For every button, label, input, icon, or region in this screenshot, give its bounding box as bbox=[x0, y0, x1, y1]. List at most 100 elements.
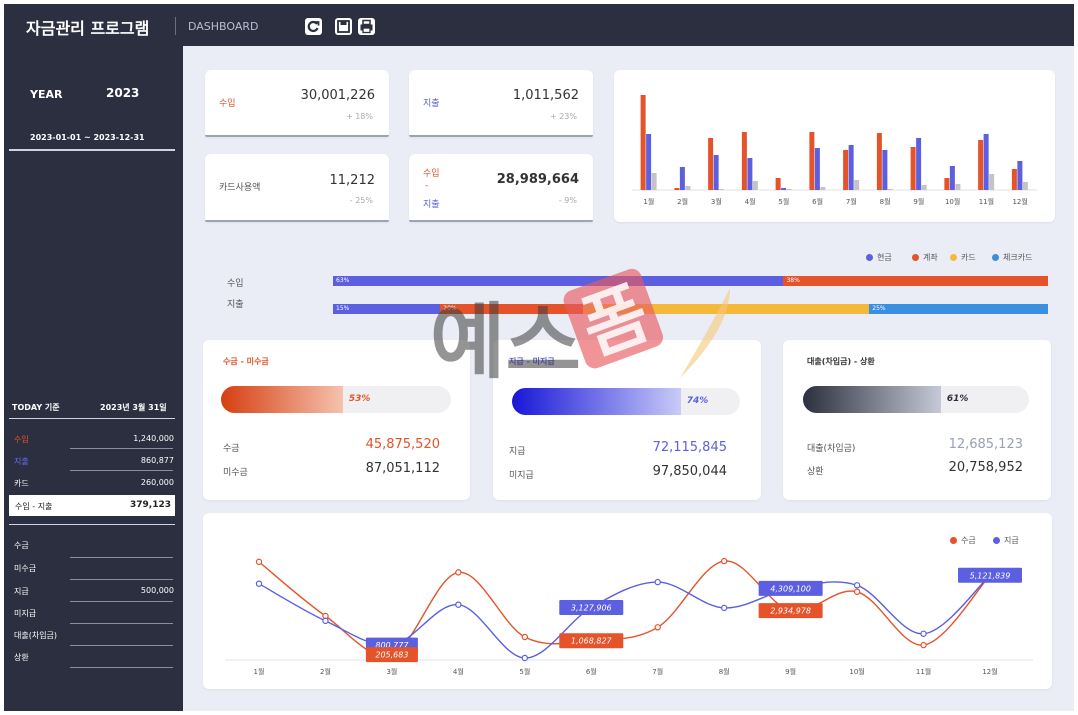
line-point-수금 bbox=[521, 633, 529, 641]
monthly-line-chart-card: 수금 지급 1월 2월 3월 4월 5월 6월 7월 8월 9월 10월 11월 12월 800,777… bbox=[203, 513, 1052, 689]
bar-지출 bbox=[949, 166, 955, 190]
bar-수입 bbox=[708, 138, 714, 190]
bar-x-tick-label: 12월 bbox=[1012, 197, 1027, 206]
row-divider bbox=[70, 557, 173, 558]
kpi-net-label-top: 수입 bbox=[423, 169, 440, 179]
bar-x-tick-label: 2월 bbox=[677, 197, 688, 206]
line-data-label-box bbox=[758, 580, 823, 596]
bar-x-tick-label: 1월 bbox=[643, 197, 654, 206]
payment-progress-text: 74% bbox=[686, 396, 709, 406]
bar-지출 bbox=[646, 134, 652, 190]
line-legend-collection: 수금 bbox=[950, 535, 976, 546]
row-divider bbox=[70, 601, 173, 602]
legend-dot bbox=[912, 254, 919, 261]
bar-카드 bbox=[921, 185, 927, 190]
kpi-card-value: 11,212 bbox=[329, 173, 376, 188]
net-divider bbox=[9, 524, 175, 525]
period-range: 2023-01-01 ~ 2023-12-31 bbox=[30, 133, 145, 142]
legend-card: 카드 bbox=[950, 252, 976, 263]
bar-수입 bbox=[978, 140, 984, 190]
bar-x-tick-label: 11월 bbox=[979, 197, 994, 206]
year-value[interactable]: 2023 bbox=[106, 86, 140, 100]
collection-row2-label: 미수금 bbox=[223, 468, 248, 478]
legend-label: 체크카드 bbox=[1003, 253, 1033, 262]
bar-x-tick-label: 8월 bbox=[880, 197, 891, 206]
today-divider bbox=[9, 418, 175, 419]
composition-segment bbox=[583, 304, 870, 314]
bar-카드 bbox=[1022, 182, 1028, 190]
collection-progress-text: 53% bbox=[348, 394, 371, 404]
app-title: 자금관리 프로그램 bbox=[26, 19, 150, 38]
dashboard-label: DASHBOARD bbox=[188, 20, 259, 33]
line-point-수금 bbox=[720, 557, 728, 565]
save-button[interactable] bbox=[335, 18, 352, 35]
today-value: 2023년 3월 31일 bbox=[100, 403, 167, 412]
kpi-income-change: + 18% bbox=[345, 112, 373, 121]
bar-카드 bbox=[651, 173, 657, 190]
kpi-card-usage-card: 카드사용액 11,212 - 25% bbox=[205, 154, 389, 222]
detail-label: 수금 bbox=[14, 541, 29, 550]
monthly-line-chart: 1월 2월 3월 4월 5월 6월 7월 8월 9월 10월 11월 12월 800,777205,68… bbox=[225, 557, 1033, 676]
legend-label: 지급 bbox=[1004, 536, 1019, 545]
payment-row2-value: 97,850,044 bbox=[652, 464, 727, 479]
bar-카드 bbox=[820, 187, 826, 190]
bar-카드 bbox=[887, 189, 893, 190]
net-summary-box: 수입 - 지출 379,123 bbox=[9, 495, 175, 516]
summary-expense-value: 860,877 bbox=[140, 456, 174, 465]
line-point-지급 bbox=[455, 601, 462, 608]
loan-title: 대출(차입금) - 상환 bbox=[807, 357, 875, 366]
loan-progress-fill bbox=[803, 386, 941, 413]
line-x-tick-label: 3월 bbox=[386, 667, 397, 676]
line-point-지급 bbox=[322, 617, 329, 625]
expense-composition-bar: 15% 20% 25% bbox=[333, 304, 1048, 314]
bar-지출 bbox=[1017, 161, 1023, 190]
line-data-label: 205,683 bbox=[375, 651, 408, 660]
kpi-net-label-mid: - bbox=[425, 181, 429, 191]
bar-수입 bbox=[876, 133, 882, 190]
loan-row2-value: 20,758,952 bbox=[948, 460, 1023, 475]
legend-label: 수금 bbox=[961, 536, 976, 545]
line-data-label: 4,309,100 bbox=[770, 584, 811, 593]
summary-expense-label: 지출 bbox=[14, 457, 29, 466]
row-divider bbox=[70, 667, 173, 668]
summary-income: 수입 1,240,000 bbox=[14, 430, 177, 448]
bar-카드 bbox=[989, 174, 995, 190]
payment-card: 지급 - 미지급 74% 지급 72,115,845 미지급 97,850,04… bbox=[493, 340, 761, 500]
print-button[interactable] bbox=[358, 18, 375, 35]
line-data-label: 800,777 bbox=[375, 641, 409, 650]
kpi-income-card: 수입 30,001,226 + 18% bbox=[205, 70, 389, 137]
period-divider bbox=[9, 149, 175, 151]
payment-progress: 74% bbox=[512, 388, 740, 415]
legend-check-card: 체크카드 bbox=[992, 252, 1032, 263]
line-x-tick-label: 2월 bbox=[320, 667, 331, 676]
composition-expense-label: 지출 bbox=[227, 300, 244, 310]
summary-card: 카드 260,000 bbox=[14, 474, 177, 492]
bar-카드 bbox=[854, 180, 860, 190]
bar-수입 bbox=[910, 147, 916, 190]
sidebar: YEAR 2023 2023-01-01 ~ 2023-12-31 TODAY … bbox=[4, 46, 183, 711]
bar-지출 bbox=[747, 158, 753, 190]
kpi-net-change: - 9% bbox=[558, 196, 577, 205]
year-label: YEAR bbox=[30, 88, 63, 101]
line-x-tick-label: 4월 bbox=[453, 667, 464, 676]
line-data-label: 1,068,827 bbox=[571, 637, 613, 646]
bar-지출 bbox=[916, 138, 922, 190]
summary-income-value: 1,240,000 bbox=[133, 434, 174, 443]
line-x-tick-label: 12월 bbox=[982, 667, 997, 676]
bar-지출 bbox=[848, 145, 854, 190]
bar-수입 bbox=[640, 95, 646, 190]
bar-카드 bbox=[719, 189, 725, 190]
bar-x-tick-label: 7월 bbox=[846, 197, 857, 206]
kpi-income-value: 30,001,226 bbox=[300, 88, 375, 103]
payment-progress-fill bbox=[512, 388, 681, 415]
line-point-지급 bbox=[720, 604, 728, 612]
collection-row1-value: 45,875,520 bbox=[365, 437, 440, 452]
legend-label: 계좌 bbox=[923, 253, 938, 262]
line-point-지급 bbox=[920, 630, 927, 637]
loan-progress-text: 61% bbox=[946, 394, 969, 404]
composition-segment: 38% bbox=[783, 276, 1048, 286]
legend-dot bbox=[992, 254, 999, 261]
refresh-button[interactable] bbox=[305, 18, 322, 35]
collection-progress-fill bbox=[221, 386, 343, 413]
bar-수입 bbox=[674, 188, 680, 190]
